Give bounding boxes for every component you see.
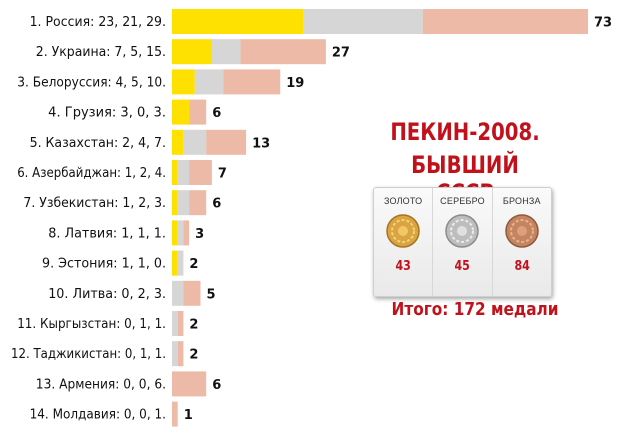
category-label: 1. Россия: 23, 21, 29. [30,15,166,30]
silver-bar-segment [172,341,178,367]
category-label: 13. Армения: 0, 0, 6. [36,377,166,392]
bar-total-label: 27 [332,46,350,61]
category-label: 6. Азербайджан: 1, 2, 4. [17,166,166,181]
bar-total-label: 1 [184,408,193,423]
bronze-bar-segment [172,371,207,397]
bronze-bar-segment [422,9,588,34]
bar-total-label: 19 [286,76,304,91]
silver-medal-icon [445,214,480,248]
chart-row: 11. Кыргызстан: 0, 1, 1. 2 [17,311,198,336]
bronze-bar-segment [223,69,281,95]
category-label: 2. Украина: 7, 5, 15. [36,45,166,60]
bronze-bar-segment [189,99,207,125]
gold-medal-icon [386,214,420,248]
category-label: 11. Кыргызстан: 0, 1, 1. [17,317,166,332]
category-label: 8. Латвия: 1, 1, 1. [48,226,166,241]
bar-total-label: 2 [189,348,198,363]
bronze-bar-segment [172,401,178,427]
silver-bar-segment [177,160,190,185]
bar-total-label: 2 [189,318,198,333]
silver-bar-segment [177,220,184,246]
medal-summary-card: ЗОЛОТО 43 СЕРЕБРО 45 БРОНЗА 84 [373,187,552,297]
chart-row: 3. Белоруссия: 4, 5, 10. 19 [17,69,304,95]
gold-medal-count: 43 [395,259,411,274]
silver-bar-segment [172,311,178,336]
bar-total-label: 5 [206,287,215,302]
gold-bar-segment [172,129,184,155]
chart-row: 4. Грузия: 3, 0, 3. 6 [48,99,221,125]
category-label: 5. Казахстан: 2, 4, 7. [30,136,166,151]
bronze-bar-segment [183,220,190,246]
gold-bar-segment [172,99,190,125]
silver-bar-segment [183,129,207,155]
bronze-bar-segment [177,341,184,367]
chart-row: 6. Азербайджан: 1, 2, 4. 7 [17,160,227,185]
silver-medal-column: СЕРЕБРО 45 [432,188,491,296]
bar-total-label: 2 [189,257,198,272]
chart-row: 13. Армения: 0, 0, 6. 6 [36,371,221,397]
chart-row: 14. Молдавия: 0, 0, 1. 1 [30,401,193,427]
chart-row: 10. Литва: 0, 2, 3. 5 [48,280,216,306]
chart-row: 5. Казахстан: 2, 4, 7. 13 [30,129,270,155]
gold-bar-segment [172,220,178,246]
bronze-medal-column: БРОНЗА 84 [491,188,551,296]
bar-total-label: 3 [195,227,204,242]
silver-bar-segment [211,39,241,65]
bar-total-label: 6 [212,197,221,212]
gold-bar-segment [172,250,178,276]
gold-bar-segment [172,39,212,65]
silver-bar-segment [303,9,423,34]
bar-total-label: 6 [212,106,221,121]
chart-row: 1. Россия: 23, 21, 29. 73 [30,9,612,34]
bar-total-label: 73 [594,16,612,31]
silver-bar-segment [177,190,190,216]
chart-row: 8. Латвия: 1, 1, 1. 3 [48,220,204,246]
category-label: 12. Таджикистан: 0, 1, 1. [11,347,166,362]
bronze-medal-icon [505,214,539,248]
gold-bar-segment [172,190,178,216]
bar-total-label: 7 [218,167,227,182]
bronze-bar-segment [206,129,247,155]
bronze-medal-count: 84 [514,259,530,274]
chart-title-line-1: ПЕКИН-2008. [390,118,540,146]
total-medals-text: Итого: 172 медали [391,299,559,320]
category-label: 3. Белоруссия: 4, 5, 10. [17,75,166,90]
gold-medal-column: ЗОЛОТО 43 [374,188,432,296]
bronze-bar-segment [183,280,201,306]
chart-row: 9. Эстония: 1, 1, 0. 2 [42,250,198,276]
bronze-bar-segment [189,190,207,216]
bar-total-label: 13 [252,136,270,151]
chart-row: 12. Таджикистан: 0, 1, 1. 2 [11,341,198,367]
category-label: 14. Молдавия: 0, 0, 1. [30,408,166,423]
silver-medal-count: 45 [454,259,471,274]
bronze-bar-segment [240,39,326,65]
gold-bar-segment [172,9,304,34]
silver-bar-segment [194,69,224,95]
bronze-medal-label: БРОНЗА [502,196,541,206]
category-label: 10. Литва: 0, 2, 3. [48,287,166,302]
silver-bar-segment [172,280,184,306]
bronze-bar-segment [189,160,212,185]
category-label: 7. Узбекистан: 1, 2, 3. [23,196,166,211]
silver-medal-label: СЕРЕБРО [440,196,485,206]
chart-row: 2. Украина: 7, 5, 15. 27 [36,39,350,65]
gold-medal-label: ЗОЛОТО [383,196,423,206]
bar-total-label: 6 [212,378,221,393]
category-label: 4. Грузия: 3, 0, 3. [48,106,166,121]
chart-row: 7. Узбекистан: 1, 2, 3. 6 [23,190,221,216]
gold-bar-segment [172,160,178,185]
bronze-bar-segment [177,311,184,336]
category-label: 9. Эстония: 1, 1, 0. [42,257,166,272]
silver-bar-segment [177,250,184,276]
gold-bar-segment [172,69,195,95]
